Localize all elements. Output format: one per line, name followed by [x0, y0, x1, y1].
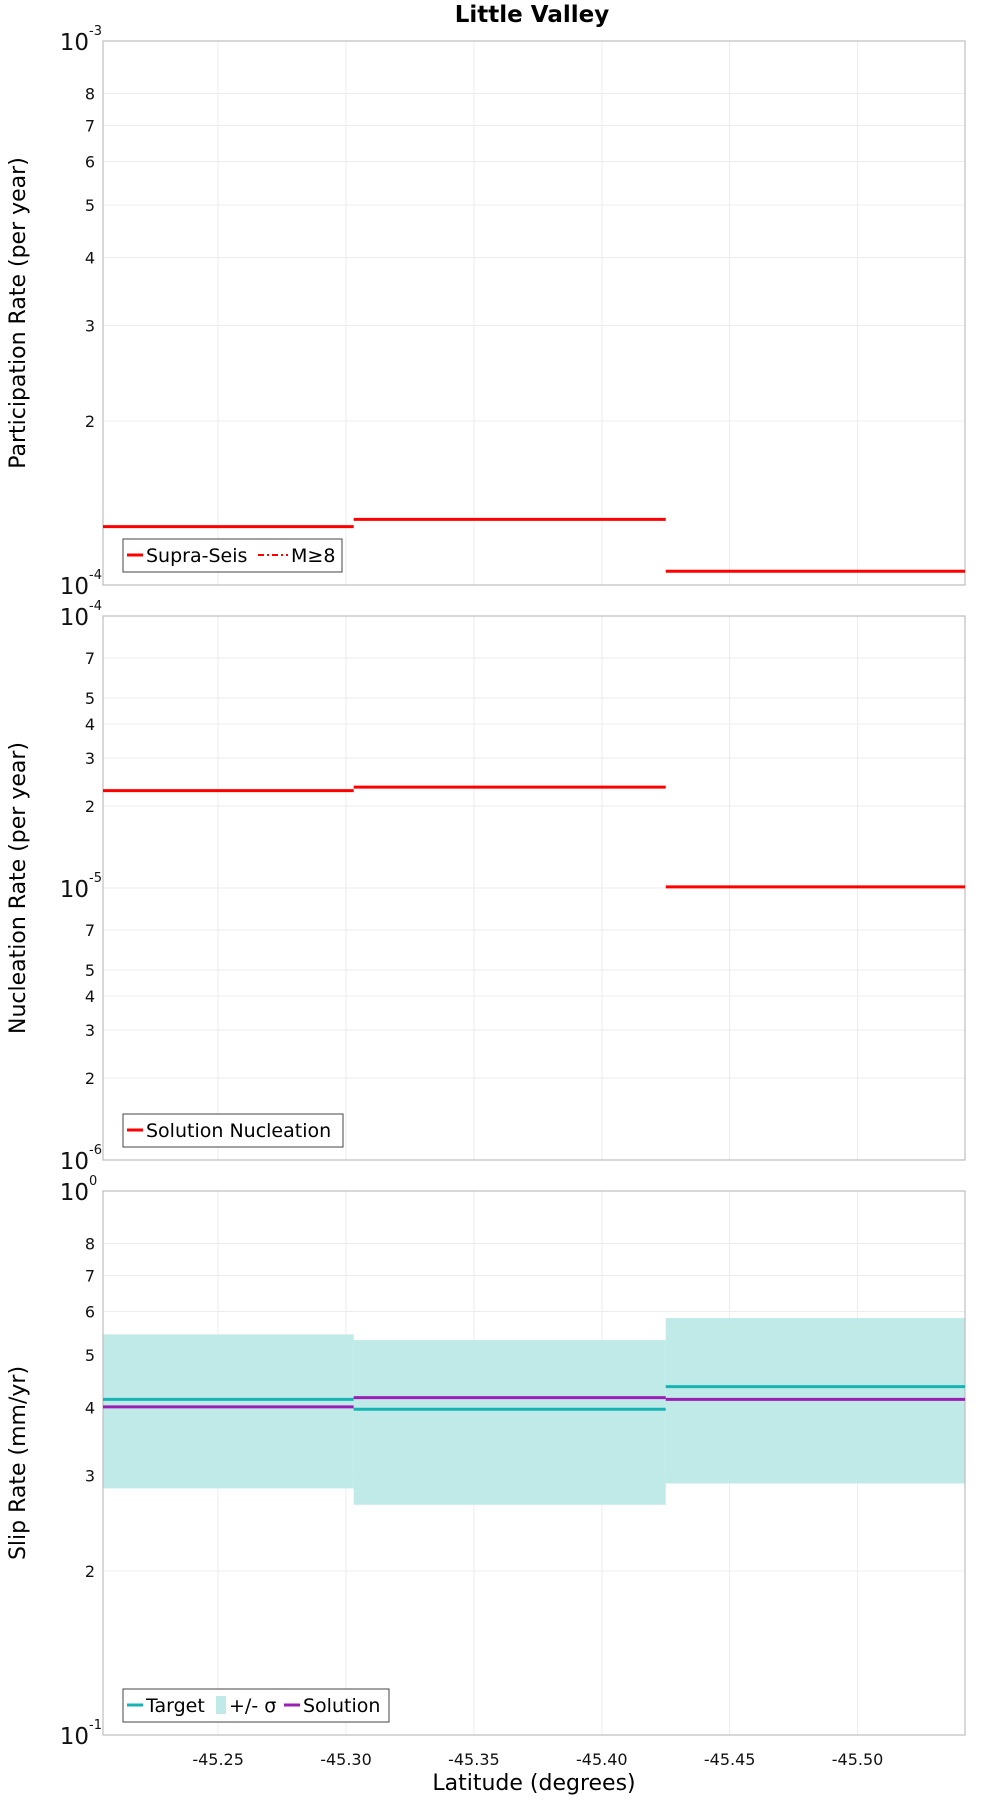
- x-tick-label: -45.40: [576, 1750, 628, 1769]
- y-tick-label: 5: [85, 961, 95, 980]
- y-tick-label: 3: [85, 749, 95, 768]
- y-decade-exponent: 0: [89, 1174, 97, 1189]
- y-decade-exponent: -5: [89, 871, 102, 886]
- y-tick-label: 2: [85, 1069, 95, 1088]
- panel-slip-series: [103, 1385, 965, 1411]
- legend-solution-nucleation-label: Solution Nucleation: [146, 1120, 331, 1142]
- y-tick-label: 4: [85, 1398, 95, 1417]
- legend-m8-label: M≥8: [291, 545, 335, 567]
- y-tick-label: 7: [85, 1266, 95, 1285]
- legend-slip: Target +/- σ Solution: [122, 1688, 390, 1723]
- legend-band-swatch: [216, 1696, 226, 1714]
- y-tick-label: 5: [85, 689, 95, 708]
- x-tick-label: -45.30: [320, 1750, 372, 1769]
- y-tick-label: 7: [85, 921, 95, 940]
- legend-slip-box: [122, 1688, 390, 1723]
- y-decade-exponent: -1: [89, 1718, 102, 1733]
- panel-nucleation-ylabel: Nucleation Rate (per year): [6, 742, 31, 1034]
- panel-participation-grid: [103, 40, 965, 586]
- y-tick-label: 3: [85, 1021, 95, 1040]
- y-decade-label: 10: [60, 30, 89, 56]
- legend-participation: Supra-Seis M≥8: [122, 538, 343, 573]
- x-tick-label: -45.25: [192, 1750, 244, 1769]
- panel-participation-ylabel: Participation Rate (per year): [6, 157, 31, 469]
- y-tick-label: 5: [85, 196, 95, 215]
- y-tick-label: 6: [85, 153, 95, 172]
- legend-supra-seis-label: Supra-Seis: [146, 545, 247, 567]
- y-decade-exponent: -4: [89, 568, 102, 583]
- panel-participation-frame: [102, 40, 966, 586]
- y-tick-label: 2: [85, 1562, 95, 1581]
- y-tick-label: 4: [85, 987, 95, 1006]
- y-tick-label: 7: [85, 649, 95, 668]
- x-tick-label: -45.35: [448, 1750, 500, 1769]
- y-decade-label: 10: [60, 1149, 89, 1175]
- legend-nucleation-box: [122, 1113, 344, 1148]
- panel-participation-background: [103, 41, 965, 585]
- legend-nucleation: Solution Nucleation: [122, 1113, 344, 1148]
- uncertainty-band-segment: [353, 1340, 666, 1505]
- y-decade-exponent: -3: [89, 24, 102, 39]
- panel-slip-band: [103, 1318, 965, 1505]
- y-decade-label: 10: [60, 1724, 89, 1750]
- uncertainty-band-segment: [103, 1334, 354, 1489]
- y-tick-label: 8: [85, 85, 95, 104]
- y-tick-label: 8: [85, 1235, 95, 1254]
- y-decade-exponent: -6: [89, 1143, 102, 1158]
- legend-target-label: Target: [145, 1695, 205, 1717]
- y-tick-label: 4: [85, 715, 95, 734]
- x-tick-label: -45.50: [832, 1750, 884, 1769]
- y-decade-label: 10: [60, 877, 89, 903]
- legend-participation-box: [122, 538, 343, 573]
- legend-band-label: +/- σ: [229, 1695, 276, 1717]
- y-tick-label: 5: [85, 1346, 95, 1365]
- x-tick-label: -45.45: [704, 1750, 756, 1769]
- panel-nucleation-series: [103, 785, 965, 889]
- panel-slip-xlabel: Latitude (degrees): [432, 1771, 635, 1796]
- y-decade-label: 10: [60, 574, 89, 600]
- y-tick-label: 3: [85, 316, 95, 335]
- y-tick-label: 2: [85, 412, 95, 431]
- y-tick-label: 4: [85, 248, 95, 267]
- y-tick-label: 6: [85, 1303, 95, 1322]
- y-tick-label: 2: [85, 797, 95, 816]
- y-decade-label: 10: [60, 1180, 89, 1206]
- y-decade-exponent: -4: [89, 599, 102, 614]
- legend-solution-label: Solution: [303, 1695, 380, 1717]
- panel-slip-frame: [102, 1190, 966, 1736]
- y-tick-label: 3: [85, 1466, 95, 1485]
- y-decade-label: 10: [60, 605, 89, 631]
- panel-slip-ylabel: Slip Rate (mm/yr): [6, 1366, 31, 1560]
- chart-title: Little Valley: [455, 2, 609, 28]
- panel-participation-series: [103, 517, 965, 573]
- y-tick-label: 7: [85, 116, 95, 135]
